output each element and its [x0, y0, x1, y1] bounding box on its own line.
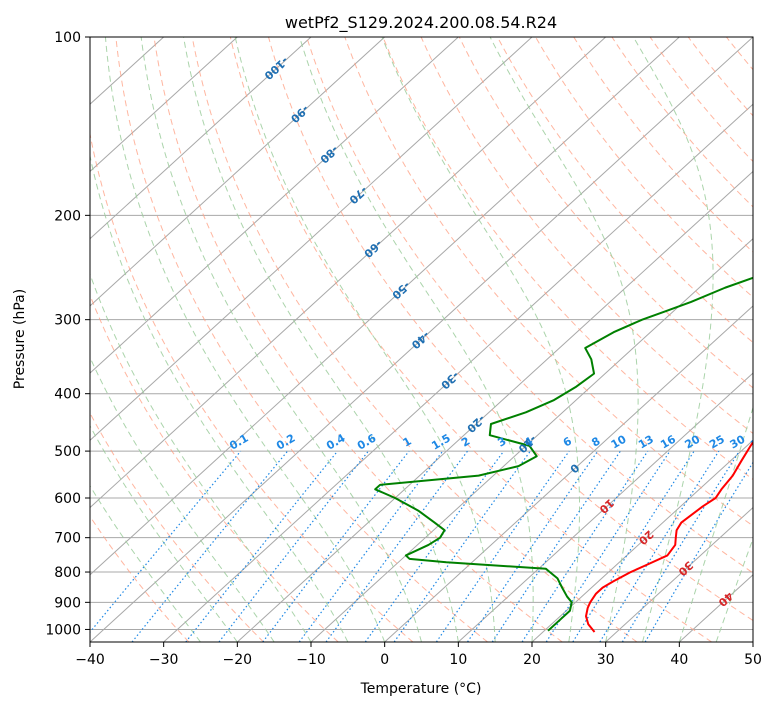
x-tick-label: 40 — [670, 652, 688, 668]
x-tick-label: 10 — [449, 652, 467, 668]
y-tick-label: 400 — [54, 387, 81, 403]
y-axis: 100 200 300 400 500 600 700 800 900 1000 — [45, 30, 90, 638]
x-tick-label: −30 — [149, 652, 179, 668]
isotherm-line — [163, 103, 753, 642]
mixing-ratio-line — [131, 450, 289, 642]
dry-adiabat-line — [153, 37, 563, 642]
isotherm-line — [605, 506, 753, 642]
dry-adiabat-line — [458, 37, 753, 389]
isotherm-line — [457, 372, 753, 642]
y-tick-label: 700 — [54, 531, 81, 547]
dry-adiabat-line — [306, 37, 753, 574]
dry-adiabat-line — [191, 37, 638, 642]
y-tick-label: 600 — [54, 491, 81, 507]
temperature-line — [585, 440, 753, 633]
moist-adiabat-line — [90, 356, 275, 642]
moist-adiabat-line — [381, 37, 581, 642]
plot-area — [90, 37, 775, 642]
dry-adiabat-line — [268, 37, 753, 622]
isotherm-line — [90, 37, 312, 240]
isotherm-line — [90, 37, 238, 173]
mixing-ratio-line — [545, 450, 671, 642]
dry-adiabat-line — [573, 37, 753, 253]
moist-adiabat-line — [104, 37, 386, 642]
moist-adiabat-line — [140, 37, 422, 642]
y-tick-label: 1000 — [45, 622, 81, 638]
moist-adiabat-line — [183, 37, 459, 642]
dry-adiabat-line — [382, 37, 753, 481]
mixing-ratio-line — [599, 450, 720, 642]
mixing-ratio-line — [621, 450, 740, 642]
mixing-ratio-line — [90, 450, 242, 634]
isotherm-line — [531, 439, 753, 642]
plot-frame — [89, 36, 754, 643]
isotherm-line — [236, 170, 753, 642]
isotherm-line — [310, 237, 753, 642]
isotherm-line — [90, 37, 459, 374]
dry-adiabat-line — [115, 37, 488, 642]
dry-adiabat-line — [90, 293, 339, 642]
moist-adiabat-line — [678, 405, 753, 642]
mixing-ratio-line — [467, 450, 599, 642]
y-tick-label: 100 — [54, 30, 81, 46]
dewpoint-line — [374, 276, 753, 632]
y-tick-label: 900 — [54, 595, 81, 611]
x-tick-label: −40 — [75, 652, 105, 668]
moist-adiabat-line — [234, 37, 496, 642]
mixing-ratio-line — [364, 450, 505, 642]
isotherm-line — [384, 305, 753, 642]
y-axis-title: Pressure (hPa) — [12, 289, 28, 389]
dry-adiabat-line — [649, 37, 753, 163]
x-axis: −40 −30 −20 −10 0 10 20 30 40 50 — [75, 642, 762, 668]
dry-adiabat-line — [90, 131, 414, 642]
isotherm-line — [90, 37, 680, 576]
x-tick-label: −10 — [296, 652, 326, 668]
dry-adiabat-line — [765, 37, 775, 642]
mixing-ratio-line — [572, 450, 695, 642]
dry-adiabat-line — [90, 412, 264, 642]
mixing-ratio-line — [185, 450, 339, 642]
y-tick-label: 200 — [54, 208, 81, 224]
moist-adiabat-line — [299, 37, 534, 642]
isotherm-line — [90, 37, 607, 509]
mixing-ratio-label: 36 — [748, 432, 768, 451]
mixing-ratio-line — [218, 450, 369, 642]
dry-adiabat-line — [344, 37, 753, 527]
x-tick-label: 50 — [744, 652, 762, 668]
dry-adiabat-line — [496, 37, 753, 344]
x-axis-title: Temperature (°C) — [360, 681, 482, 697]
dry-adiabat-line — [420, 37, 753, 435]
mixing-ratio-line — [393, 450, 531, 642]
mixing-ratio-line — [262, 450, 410, 642]
chart-title: wetPf2_S129.2024.200.08.54.R24 — [285, 13, 557, 33]
moist-adiabat-line — [632, 37, 714, 642]
y-tick-label: 300 — [54, 313, 81, 329]
isotherm-line — [90, 37, 386, 307]
x-tick-label: 0 — [380, 652, 389, 668]
isotherm-line — [90, 37, 753, 642]
x-tick-label: −20 — [223, 652, 253, 668]
mixing-ratio-line — [644, 461, 753, 642]
isotherm-line — [752, 641, 753, 642]
x-tick-label: 20 — [523, 652, 541, 668]
moist-adiabat-line — [90, 424, 238, 642]
x-tick-label: 30 — [597, 652, 615, 668]
moist-adiabat-line — [489, 37, 639, 642]
y-tick-label: 500 — [54, 444, 81, 460]
moist-adiabat-line — [90, 272, 312, 642]
isotherm-line — [90, 37, 533, 442]
y-tick-label: 800 — [54, 565, 81, 581]
moist-adiabat-line — [90, 484, 201, 642]
